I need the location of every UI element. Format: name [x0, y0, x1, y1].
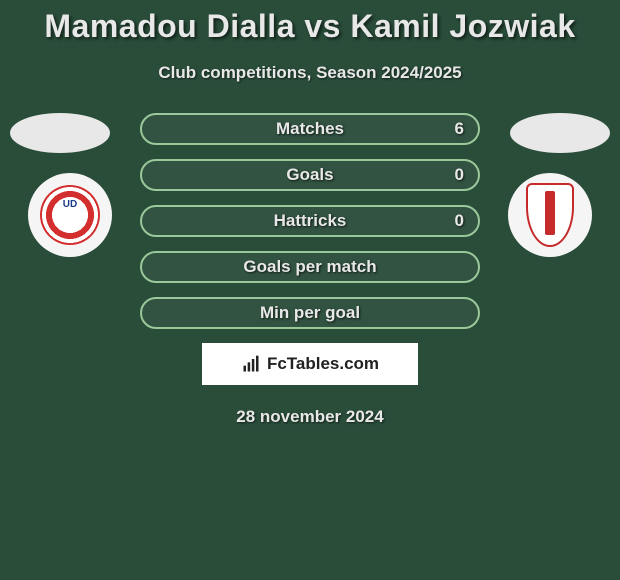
- stat-value-right: 6: [455, 119, 464, 139]
- brand-watermark: FcTables.com: [202, 343, 418, 385]
- bar-chart-icon: [241, 354, 261, 374]
- player-right-avatar-placeholder: [510, 113, 610, 153]
- stat-row-goals-per-match: Goals per match: [140, 251, 480, 283]
- stat-label: Matches: [276, 119, 344, 139]
- stat-row-hattricks: Hattricks 0: [140, 205, 480, 237]
- content-area: Matches 6 Goals 0 Hattricks 0 Goals per …: [0, 113, 620, 427]
- stats-bars: Matches 6 Goals 0 Hattricks 0 Goals per …: [140, 113, 480, 329]
- club-crest-left: [28, 173, 112, 257]
- stat-value-right: 0: [455, 211, 464, 231]
- stat-label: Hattricks: [274, 211, 347, 231]
- date-text: 28 november 2024: [0, 407, 620, 427]
- almeria-badge-icon: [40, 185, 100, 245]
- stat-row-min-per-goal: Min per goal: [140, 297, 480, 329]
- stat-row-matches: Matches 6: [140, 113, 480, 145]
- stat-label: Goals per match: [243, 257, 376, 277]
- granada-badge-icon: [526, 183, 574, 247]
- stat-label: Min per goal: [260, 303, 360, 323]
- page-title: Mamadou Dialla vs Kamil Jozwiak: [0, 0, 620, 45]
- subtitle: Club competitions, Season 2024/2025: [0, 63, 620, 83]
- stat-label: Goals: [286, 165, 333, 185]
- club-crest-right: [508, 173, 592, 257]
- stat-value-right: 0: [455, 165, 464, 185]
- brand-text: FcTables.com: [267, 354, 379, 374]
- player-left-avatar-placeholder: [10, 113, 110, 153]
- stat-row-goals: Goals 0: [140, 159, 480, 191]
